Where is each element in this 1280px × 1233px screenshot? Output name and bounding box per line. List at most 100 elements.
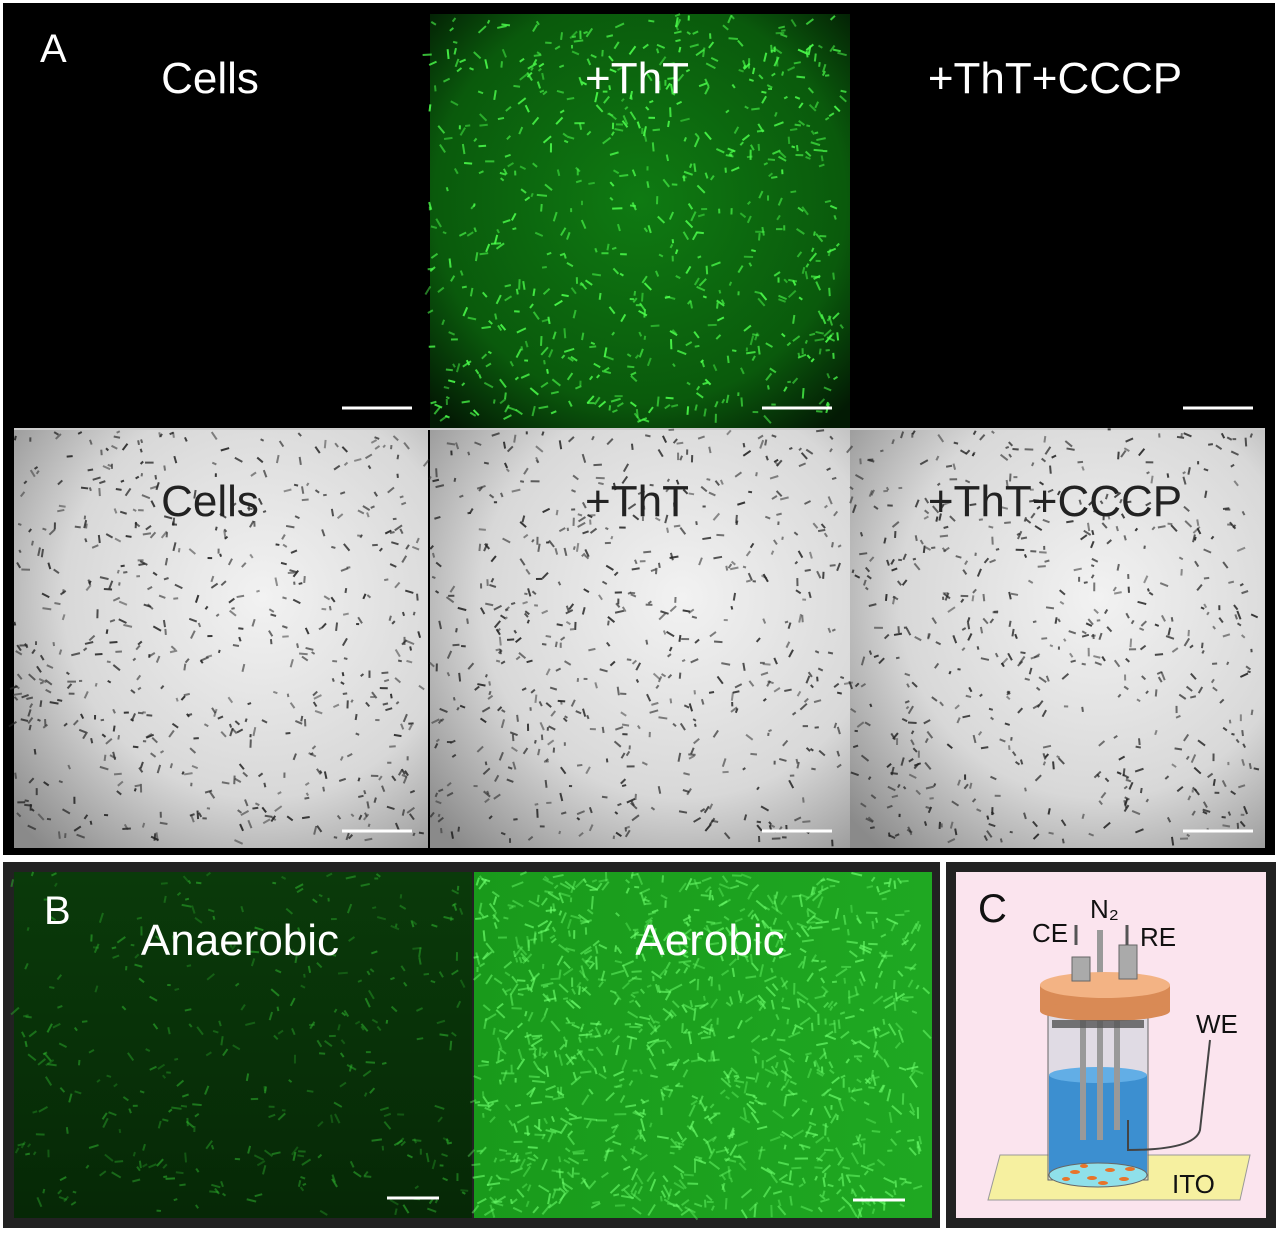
cell [986, 815, 990, 820]
cell [552, 331, 557, 340]
cell [73, 796, 76, 804]
cell [894, 833, 900, 837]
cell [479, 252, 489, 256]
cell [83, 515, 87, 520]
cell [1178, 693, 1187, 700]
cell [693, 136, 700, 148]
cell [217, 715, 224, 720]
cell [109, 754, 117, 760]
cell [693, 816, 702, 823]
cell [655, 684, 660, 689]
cell [12, 692, 23, 696]
cell [100, 449, 103, 456]
cell [1030, 655, 1040, 660]
cell [622, 115, 629, 125]
cell [1201, 649, 1205, 654]
cell [1017, 707, 1024, 714]
cell [883, 537, 887, 544]
cell [538, 700, 543, 707]
cell [262, 469, 268, 478]
cell [1008, 441, 1014, 447]
cell [1088, 499, 1095, 506]
cell [1052, 761, 1055, 770]
cell [1219, 698, 1225, 704]
cell [346, 566, 351, 569]
cell [237, 809, 243, 814]
cell [634, 559, 638, 565]
cell [828, 287, 831, 297]
cell [988, 707, 994, 711]
cell [1191, 789, 1194, 793]
cell [455, 627, 458, 633]
cell [798, 447, 803, 452]
cell [801, 388, 805, 399]
cell [824, 199, 832, 204]
cell [193, 489, 197, 499]
cell [924, 497, 930, 504]
cell [249, 520, 255, 528]
cell [159, 433, 163, 438]
cell [467, 451, 471, 456]
cell [854, 729, 858, 733]
cell [1241, 510, 1246, 516]
cell [373, 491, 378, 497]
cell [30, 808, 35, 812]
cell [831, 476, 837, 481]
cell [499, 171, 507, 176]
cell [832, 352, 835, 359]
cell [1160, 614, 1166, 622]
cell [862, 1143, 866, 1155]
cell [585, 27, 594, 38]
cell [494, 774, 500, 782]
cell [788, 779, 795, 789]
cell [666, 478, 670, 483]
cell [931, 546, 936, 549]
cell [650, 568, 657, 573]
cell [459, 494, 464, 499]
cell [139, 761, 144, 769]
cell [980, 746, 989, 750]
cell [655, 48, 660, 54]
cell [1187, 629, 1190, 637]
cell [952, 635, 958, 644]
cell [630, 375, 638, 383]
cell [548, 349, 554, 358]
cell [169, 431, 174, 436]
cell [118, 582, 121, 586]
cell [565, 620, 571, 626]
cell [611, 122, 615, 130]
cell [450, 338, 458, 341]
cell [458, 672, 462, 682]
cell [250, 1097, 259, 1101]
cell [573, 930, 576, 939]
cell [1123, 785, 1128, 790]
cell [1032, 833, 1040, 840]
cell [194, 594, 200, 603]
cell [397, 769, 404, 776]
cell [693, 723, 697, 728]
cell [559, 64, 565, 69]
cell [223, 528, 228, 533]
cell [682, 231, 690, 241]
cell [665, 396, 674, 400]
cell [411, 545, 420, 551]
cell [754, 290, 762, 295]
cell [829, 448, 833, 453]
cell [775, 459, 783, 467]
cell [1015, 548, 1025, 552]
cell [227, 696, 234, 704]
cell [735, 520, 739, 526]
image-label: Cells [161, 477, 259, 526]
cell [452, 643, 460, 647]
cell [293, 1054, 297, 1064]
cell [148, 654, 151, 658]
cell [1140, 620, 1147, 627]
cell [1125, 437, 1134, 443]
cell [24, 799, 29, 803]
cell [47, 1149, 50, 1158]
cell [545, 758, 549, 762]
cell [919, 459, 929, 466]
cell [791, 377, 799, 385]
cell [448, 258, 452, 268]
cell [500, 177, 505, 182]
